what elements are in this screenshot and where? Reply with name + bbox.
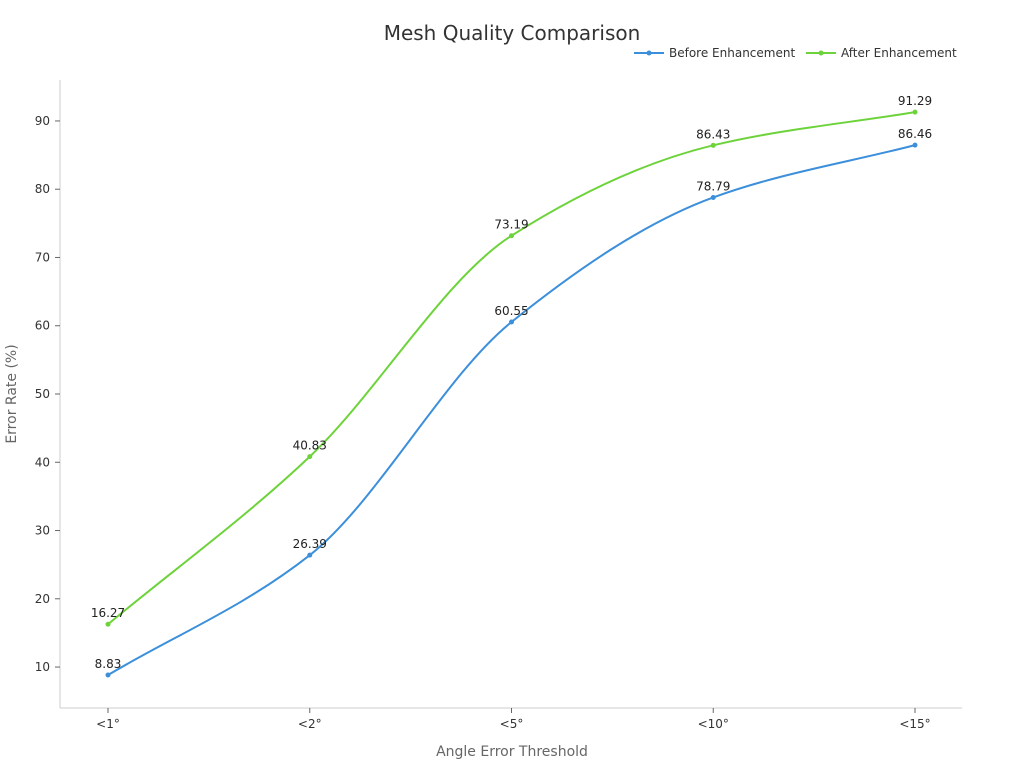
y-tick-label: 70 (35, 250, 50, 264)
x-axis-ticks: <1° <2° <5° <10° <15° (96, 708, 931, 731)
data-point[interactable] (710, 194, 716, 200)
x-tick-label: <1° (96, 717, 120, 731)
data-label: 26.39 (293, 537, 327, 551)
data-label: 8.83 (95, 657, 122, 671)
data-point[interactable] (509, 319, 514, 325)
data-label: 91.29 (898, 94, 932, 108)
y-tick-label: 80 (35, 182, 50, 196)
y-tick-label: 60 (35, 319, 50, 333)
data-label: 86.46 (898, 127, 932, 141)
y-tick-label: 20 (35, 592, 50, 606)
y-tick-label: 90 (35, 114, 50, 128)
legend-label: Before Enhancement (669, 46, 795, 60)
data-point[interactable] (105, 621, 111, 627)
data-point[interactable] (912, 109, 918, 115)
y-tick-label: 50 (35, 387, 50, 401)
y-axis-title: Error Rate (%) (4, 344, 20, 443)
x-tick-label: <10° (698, 717, 729, 731)
legend[interactable]: Before Enhancement After Enhancement (634, 46, 957, 60)
series-before-enhancement: 8.83 26.39 60.55 78.79 86.46 (95, 127, 932, 678)
data-point[interactable] (912, 142, 918, 148)
legend-item-before-enhancement[interactable]: Before Enhancement (634, 46, 795, 60)
series-line (107, 111, 916, 626)
chart-title: Mesh Quality Comparison (384, 21, 641, 45)
x-tick-label: <15° (899, 717, 930, 731)
data-label: 16.27 (91, 606, 125, 620)
data-label: 78.79 (696, 179, 730, 193)
series-after-enhancement: 16.27 40.83 73.19 86.43 91.29 (91, 94, 932, 627)
data-point[interactable] (509, 233, 514, 239)
series-layer: 8.8326.3960.5578.7986.4616.2740.8373.198… (91, 94, 932, 678)
legend-label: After Enhancement (841, 46, 957, 60)
data-point[interactable] (307, 552, 313, 558)
data-label: 73.19 (494, 218, 528, 232)
legend-item-after-enhancement[interactable]: After Enhancement (806, 46, 957, 60)
data-label: 40.83 (293, 439, 327, 453)
x-tick-label: <2° (298, 717, 322, 731)
x-axis-title: Angle Error Threshold (436, 744, 588, 760)
series-line (107, 144, 916, 676)
legend-marker (818, 50, 824, 56)
legend-marker (646, 50, 652, 56)
data-label: 60.55 (494, 304, 528, 318)
y-tick-label: 40 (35, 455, 50, 469)
data-point[interactable] (307, 454, 313, 460)
y-tick-label: 30 (35, 524, 50, 538)
y-tick-label: 10 (35, 660, 50, 674)
data-point[interactable] (105, 672, 111, 678)
data-label: 86.43 (696, 127, 730, 141)
data-point[interactable] (710, 142, 716, 148)
x-tick-label: <5° (500, 717, 524, 731)
y-axis-ticks: 10 20 30 40 50 60 70 80 90 (35, 114, 60, 674)
